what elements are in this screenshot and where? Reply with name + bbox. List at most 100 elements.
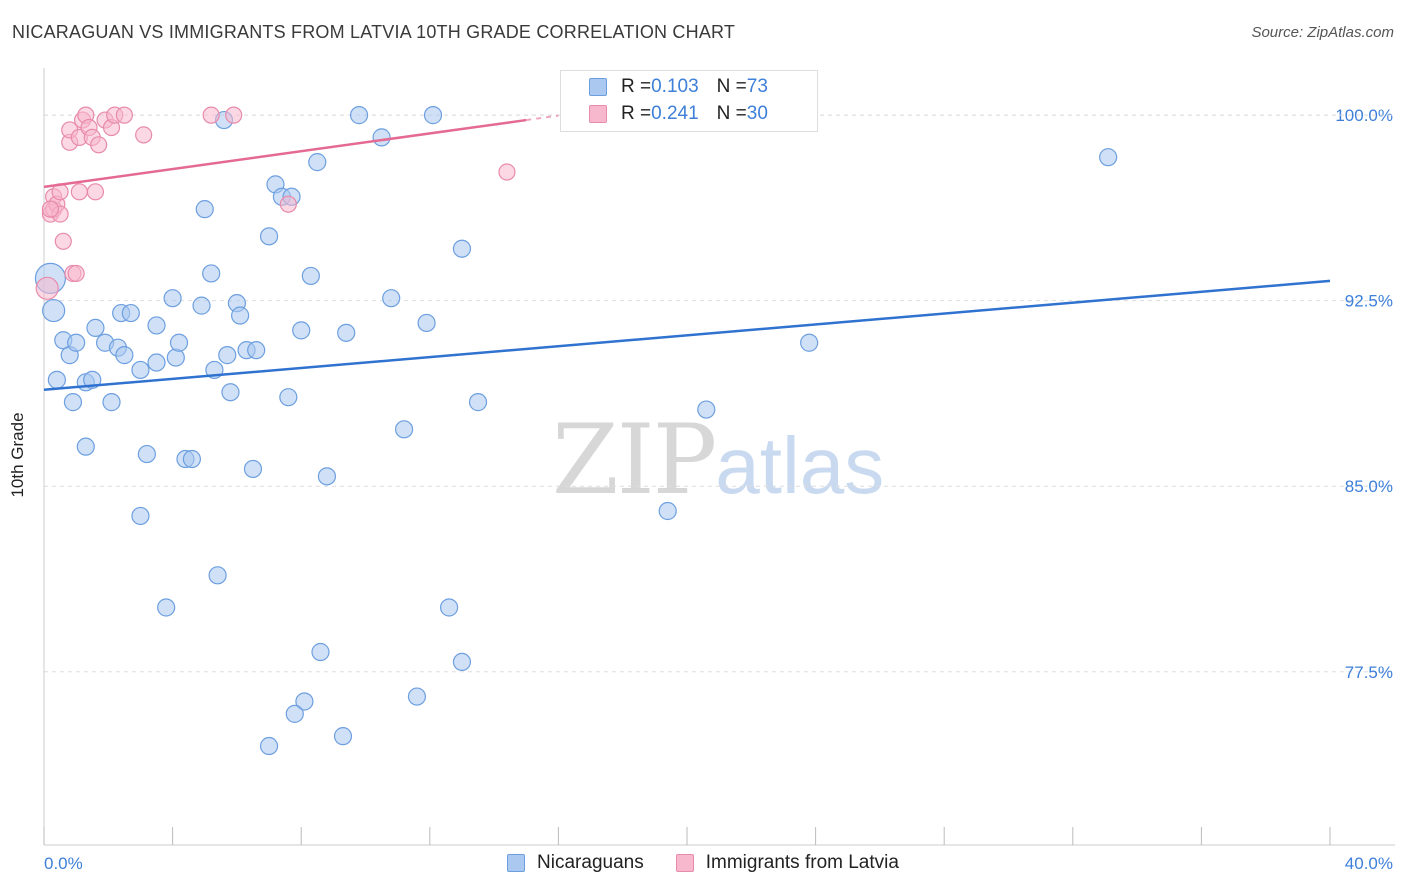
nicaraguan-point [349,106,369,125]
latvia-point [115,106,133,124]
nicaraguan-point [163,289,182,308]
latvia-point [498,163,516,181]
nicaraguan-point [137,444,156,464]
nicaraguan-point [697,400,716,419]
nicaraguan-point [800,333,819,352]
legend-row-nicaraguans: R = 0.103 N = 73 [561,74,768,100]
y-tick-label: 85.0% [1345,477,1393,496]
nicaraguan-point [658,501,677,521]
source-label: Source: ZipAtlas.com [1251,24,1394,41]
latvia-point [86,183,105,201]
chart-title: NICARAGUAN VS IMMIGRANTS FROM LATVIA 10T… [12,22,736,42]
nicaraguan-point [247,341,266,360]
series-legend: Nicaraguans Immigrants from Latvia [0,852,1406,874]
nicaraguan-point [452,652,472,672]
nicaraguan-point [394,420,414,439]
watermark-zip: ZIP [552,404,717,516]
latvia-point [279,195,297,213]
nicaraguan-point [1099,148,1118,167]
nicaraguan-point [231,306,250,325]
nicaraguan-point [259,736,279,756]
nicaraguan-point [169,333,189,352]
legend-n-label: N = [716,76,747,97]
legend-n-label: N = [716,103,747,124]
nicaraguan-point [121,303,140,323]
nicaraguan-point [192,296,211,315]
nicaraguan-point [259,227,279,246]
legend-swatch-pink [589,105,607,123]
nicaraguan-point [102,393,121,412]
nicaraguan-point [157,598,176,617]
stats-legend: R = 0.103 N = 73 R = 0.241 N = 30 [560,70,818,132]
nicaraguan-point [182,449,201,469]
legend-swatch-pink [675,854,694,872]
nicaraguan-point [221,383,240,402]
nicaraguan-point [195,200,214,219]
nicaraguan-point [317,467,337,486]
legend-label-nicaraguans: Nicaraguans [537,852,644,873]
nicaraguan-trend-line [43,279,1331,391]
nicaraguan-point [382,289,401,308]
nicaraguan-point [301,266,320,286]
legend-r-label: R = [621,76,652,97]
nicaraguan-point [218,346,237,365]
latvia-point [41,200,60,218]
nicaraguan-point [452,239,472,258]
nicaraguan-point [131,360,150,380]
nicaraguan-point [292,321,311,340]
nicaraguan-point [337,323,356,342]
y-tick-label: 92.5% [1345,292,1393,311]
legend-r-label: R = [621,103,652,124]
nicaraguan-point [279,388,298,407]
latvia-point [54,232,72,250]
nicaraguan-point [311,642,330,662]
nicaraguan-point [417,313,436,333]
nicaraguan-point [372,128,391,147]
nicaraguan-point [42,298,66,323]
nicaraguan-point [202,264,221,283]
latvia-point [35,276,59,300]
nicaraguan-point [86,318,105,337]
x-tick-label: 0.0% [44,854,83,873]
legend-n-value: 73 [746,76,768,97]
legend-item-nicaraguans: Nicaraguans [507,852,644,874]
nicaraguan-point [147,316,166,335]
latvia-point [90,136,108,154]
watermark: ZIPatlas [552,404,884,516]
legend-r-value: 0.241 [651,103,699,124]
legend-label-latvia: Immigrants from Latvia [705,852,899,873]
legend-swatch-blue [507,854,526,872]
nicaraguan-point [67,333,86,352]
nicaraguan-point [47,370,66,389]
nicaraguan-point [285,704,304,723]
nicaraguan-point [295,692,314,711]
x-tick-label: 40.0% [1345,854,1393,873]
nicaraguan-point [166,348,185,367]
nicaraguan-point [423,106,443,125]
legend-item-latvia: Immigrants from Latvia [675,852,899,874]
legend-r-value: 0.103 [651,76,699,97]
nicaraguan-point [208,566,227,585]
latvia-point [70,183,88,201]
nicaraguan-point [147,353,166,372]
nicaraguan-point [131,506,150,526]
legend-n-value: 30 [746,103,768,124]
nicaraguan-point [333,727,353,746]
nicaraguan-point [468,393,488,412]
latvia-point [225,106,243,124]
nicaraguan-point [63,393,83,412]
latvia-point [135,126,153,144]
legend-row-latvia: R = 0.241 N = 30 [561,101,768,127]
latvia-point [67,264,85,283]
latvia-point [202,106,220,124]
watermark-atlas: atlas [715,421,885,510]
nicaraguan-point [243,459,263,479]
y-tick-label: 77.5% [1345,663,1393,682]
nicaraguan-point [439,598,459,617]
nicaraguan-point [115,346,134,365]
y-axis-label: 10th Grade [8,412,27,498]
legend-swatch-blue [589,78,607,96]
nicaraguan-point [308,153,327,172]
nicaraguan-point [407,687,427,706]
